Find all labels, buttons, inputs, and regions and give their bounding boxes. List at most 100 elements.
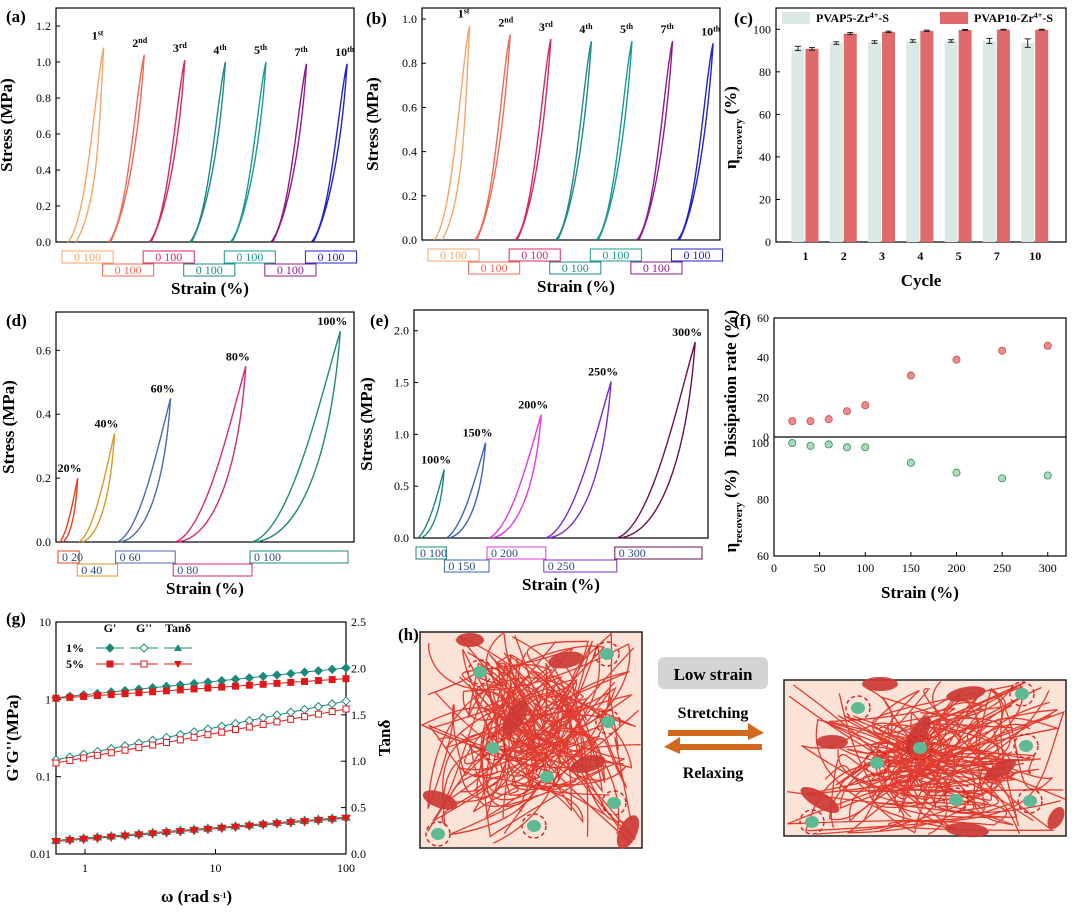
data-marker <box>341 696 351 706</box>
y-axis-label-top: Dissipation rate (%) <box>721 310 740 457</box>
polymer-chain <box>432 663 584 822</box>
hysteresis-curve <box>108 54 145 243</box>
y-tick-label: 0.6 <box>36 343 51 357</box>
data-marker <box>341 814 351 824</box>
hysteresis-curve <box>270 63 308 243</box>
zr-crosslink <box>1023 795 1037 807</box>
data-marker <box>93 692 101 700</box>
strain-range-box <box>249 550 349 564</box>
strain-range-label: 0 200 <box>491 546 518 560</box>
data-marker <box>52 759 60 767</box>
legend-header: G' <box>104 621 117 635</box>
recovery-point <box>1043 471 1052 480</box>
strain-level-label: 80% <box>226 349 250 363</box>
hysteresis-curve <box>616 341 696 539</box>
x-axis-label: Cycle <box>901 271 942 290</box>
series-line <box>55 708 347 764</box>
data-marker <box>189 826 199 836</box>
data-marker <box>66 756 74 764</box>
data-marker <box>286 707 296 717</box>
panel-b: 0.0 0.2 0.4 0.6 0.8 1.0 Stress (MPa) Strain (%)… <box>363 6 724 296</box>
panel-label-b: (b) <box>366 9 387 28</box>
plot-frame <box>55 7 355 243</box>
crosslink-shell <box>467 659 493 685</box>
y-tick-label: 0.01 <box>30 847 51 861</box>
recovery-point <box>824 440 833 449</box>
zr-crosslink <box>1015 688 1029 700</box>
legend-marker <box>174 661 182 668</box>
strain-range-box <box>543 559 618 573</box>
y-right-tick-label: 1.0 <box>351 754 366 768</box>
series-line <box>55 667 347 699</box>
hydrophobic-domain <box>816 735 848 749</box>
data-marker <box>327 699 337 709</box>
data-marker <box>190 685 198 693</box>
polymer-chain <box>837 712 1055 831</box>
strain-range-box <box>670 248 724 262</box>
series-line <box>55 816 347 841</box>
strain-range-box <box>589 248 642 262</box>
y-tick-label: 0.6 <box>402 100 417 114</box>
dissipation-point <box>861 401 870 410</box>
data-marker <box>93 751 101 759</box>
hydrophobic-domain <box>862 677 898 691</box>
dissipation-point <box>806 417 815 426</box>
data-marker <box>147 830 158 839</box>
y-tick-label: 60 <box>757 549 769 563</box>
hydrophobic-domain <box>905 715 931 755</box>
data-marker <box>176 736 184 744</box>
data-marker <box>314 677 322 685</box>
data-marker <box>285 819 296 828</box>
hydrophobic-domain <box>945 822 989 838</box>
strain-level-label: 20% <box>58 461 82 475</box>
data-marker <box>245 681 253 689</box>
strain-level-label: 250% <box>588 365 618 379</box>
x-tick-label: 7 <box>994 249 1000 263</box>
data-marker <box>244 822 255 832</box>
legend-marker <box>174 644 182 651</box>
data-marker <box>217 675 227 686</box>
low-strain-badge <box>658 657 768 689</box>
dissipation-point <box>998 346 1007 355</box>
data-marker <box>328 676 336 684</box>
strain-level-label: 300% <box>672 325 702 339</box>
legend-marker <box>140 660 148 668</box>
cycle-label: 3rd <box>173 41 188 56</box>
data-marker <box>287 715 295 723</box>
data-marker <box>66 693 74 701</box>
y-right-tick-label: 1.5 <box>351 708 366 722</box>
bar <box>982 40 996 242</box>
x-tick-label: 300 <box>1039 561 1057 575</box>
data-marker <box>149 741 157 749</box>
bar <box>805 48 819 243</box>
strain-range-box <box>264 263 317 277</box>
data-marker <box>121 746 129 754</box>
crosslink-shell <box>480 735 506 761</box>
data-marker <box>204 684 212 692</box>
x-tick-label: 2 <box>841 249 847 263</box>
zr-crosslink <box>805 816 819 828</box>
crosslink-shell <box>534 764 560 790</box>
zr-crosslink <box>607 797 621 809</box>
data-marker <box>135 689 143 697</box>
x-axis-label: ω (rad s-1) <box>161 887 232 906</box>
hysteresis-curve <box>417 469 445 539</box>
polymer-chain <box>509 640 592 775</box>
data-marker <box>176 686 184 694</box>
polymer-chain <box>852 701 983 809</box>
data-marker <box>230 674 241 684</box>
y-tick-label: 1.0 <box>36 55 51 69</box>
data-marker <box>341 663 351 673</box>
series-line <box>55 700 347 761</box>
data-marker <box>273 718 281 726</box>
crosslink-shell <box>864 750 890 776</box>
data-marker <box>51 838 61 847</box>
legend-label: PVAP10-Zr4+-S <box>974 11 1053 26</box>
y-tick-label: 1 <box>45 692 51 706</box>
data-marker <box>107 691 115 699</box>
data-marker <box>78 835 89 845</box>
bar <box>843 33 857 243</box>
y-tick-label: 0.0 <box>36 535 51 549</box>
strain-range-label: 0 60 <box>120 550 141 564</box>
